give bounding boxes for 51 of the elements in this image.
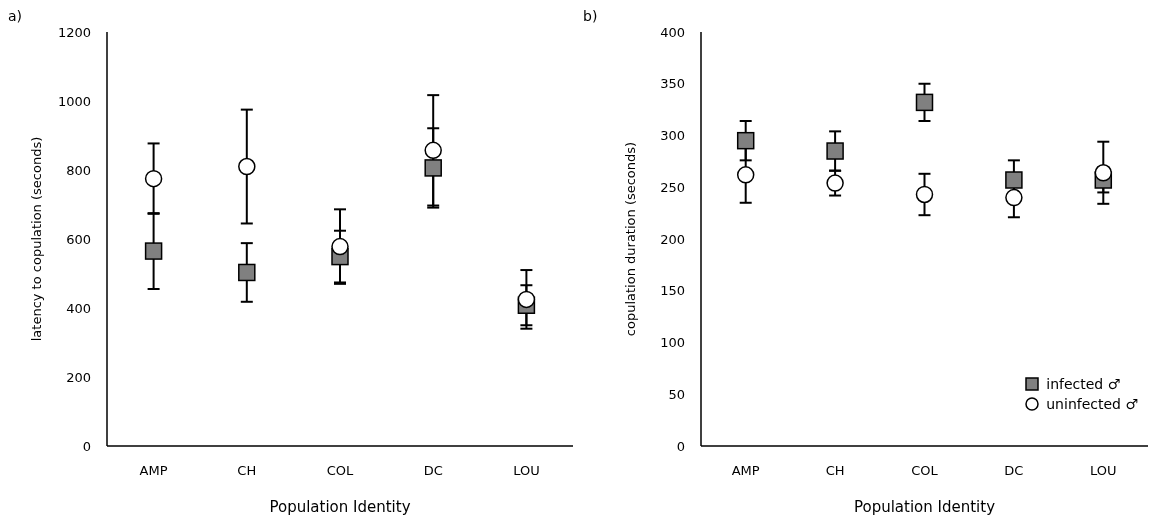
x-tick-label: COL xyxy=(326,463,355,479)
y-tick-label: 200 xyxy=(660,231,685,247)
y-axis-title: copulation duration (seconds) xyxy=(622,141,638,337)
chart-title: a) xyxy=(8,8,23,24)
x-axis-title: Population Identity xyxy=(269,498,411,516)
x-tick-label: DC xyxy=(423,463,443,479)
y-tick-label: 400 xyxy=(660,24,685,40)
y-tick-label: 400 xyxy=(66,300,91,316)
y-axis-title: latency to copulation (seconds) xyxy=(28,136,44,342)
point xyxy=(424,141,442,160)
y-tick-label: 150 xyxy=(660,283,685,299)
point xyxy=(1005,171,1023,189)
x-tick-label: AMP xyxy=(731,463,760,479)
y-tick-label: 350 xyxy=(660,76,685,92)
point xyxy=(1005,188,1023,207)
x-tick-label: LOU xyxy=(1090,463,1117,479)
point xyxy=(144,169,163,188)
x-tick-label: CH xyxy=(825,463,845,479)
point xyxy=(238,263,256,282)
y-tick-label: 1200 xyxy=(57,24,91,40)
y-tick-label: 600 xyxy=(66,231,91,247)
chart-title: b) xyxy=(583,8,598,24)
x-tick-label: COL xyxy=(911,463,939,479)
y-tick-label: 100 xyxy=(660,335,685,351)
y-tick-label: 0 xyxy=(676,438,685,454)
x-tick-label: DC xyxy=(1004,463,1024,479)
point xyxy=(144,242,163,260)
x-tick-label: AMP xyxy=(139,463,168,479)
point xyxy=(331,237,349,256)
point xyxy=(826,142,844,160)
point xyxy=(1094,164,1113,182)
legend-label: uninfected ♂ xyxy=(1046,395,1138,414)
y-tick-label: 1000 xyxy=(57,93,91,109)
point xyxy=(238,157,256,176)
point xyxy=(424,159,442,177)
y-tick-label: 50 xyxy=(668,386,685,402)
x-axis-title: Population Identity xyxy=(853,498,996,516)
point xyxy=(736,131,755,150)
legend-label: infected ♂ xyxy=(1046,375,1121,394)
y-tick-label: 200 xyxy=(66,369,91,385)
y-tick-label: 0 xyxy=(82,438,91,454)
point xyxy=(736,166,755,184)
point xyxy=(915,185,934,204)
y-tick-label: 800 xyxy=(66,162,91,178)
y-tick-label: 250 xyxy=(660,179,685,195)
point xyxy=(826,174,844,192)
x-tick-label: CH xyxy=(237,463,257,479)
y-tick-label: 300 xyxy=(660,128,685,144)
point xyxy=(517,290,536,309)
x-tick-label: LOU xyxy=(513,463,540,479)
point xyxy=(915,93,934,112)
